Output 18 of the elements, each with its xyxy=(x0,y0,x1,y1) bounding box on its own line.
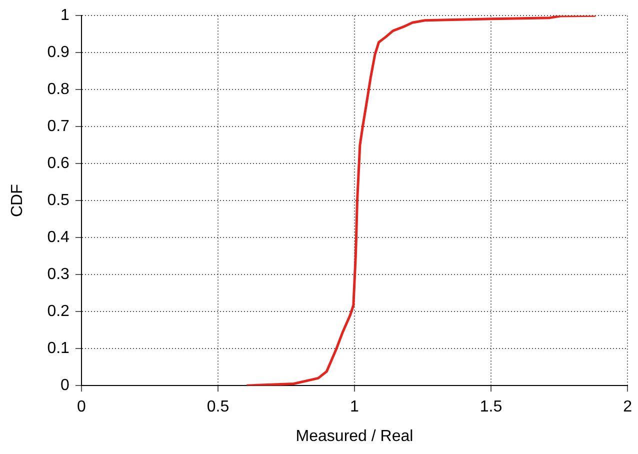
y-tick-label: 0.4 xyxy=(47,229,70,246)
y-axis-title: CDF xyxy=(9,184,26,218)
x-axis-title: Measured / Real xyxy=(296,428,414,445)
x-tick-label: 0 xyxy=(76,398,86,416)
y-tick-label: 0.9 xyxy=(47,44,70,62)
y-tick-label: 0.3 xyxy=(47,266,70,284)
y-tick-label: 0 xyxy=(60,377,70,394)
x-tick-label: 2 xyxy=(623,398,632,416)
y-tick-label: 0.1 xyxy=(47,340,70,358)
y-tick-label: 0.2 xyxy=(47,303,70,320)
y-tick-label: 0.5 xyxy=(47,192,70,210)
x-tick-label: 1.5 xyxy=(480,398,502,416)
x-tick-label: 1 xyxy=(350,398,360,416)
y-tick-label: 0.7 xyxy=(47,118,70,136)
y-tick-label: 0.6 xyxy=(47,155,70,172)
y-tick-label: 1 xyxy=(60,7,70,24)
x-tick-label: 0.5 xyxy=(206,398,230,416)
y-tick-label: 0.8 xyxy=(47,81,70,98)
